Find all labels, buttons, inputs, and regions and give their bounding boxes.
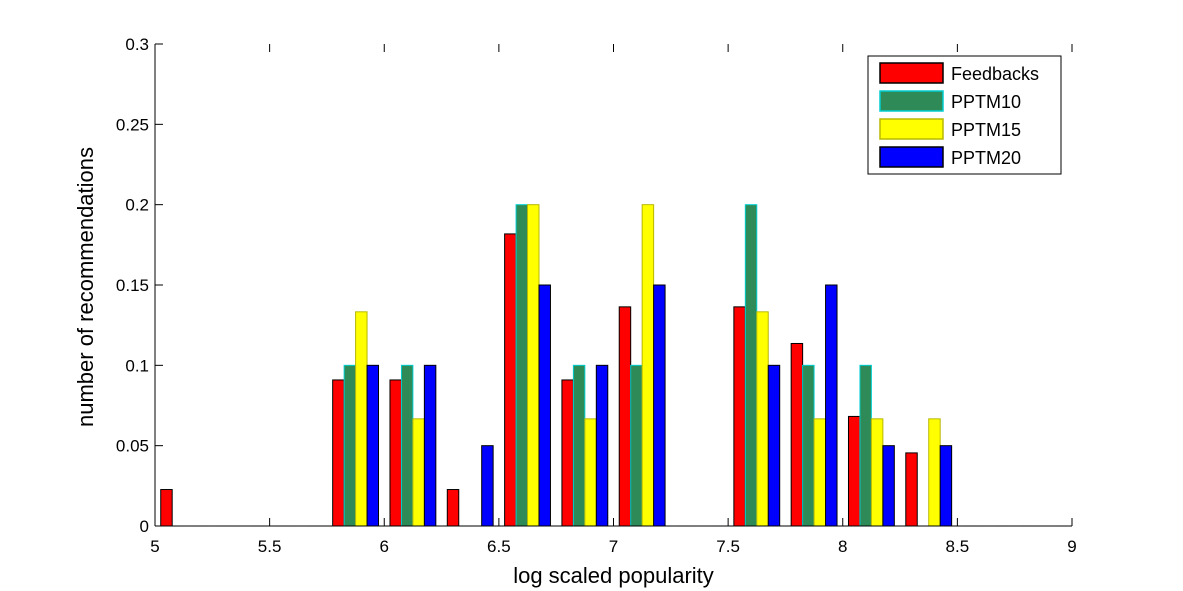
bar-pptm20-10 xyxy=(767,364,781,527)
y-tick-label-4: 0.2 xyxy=(125,196,149,215)
bar-feedbacks-12 xyxy=(847,415,861,527)
legend-swatch-feedbacks xyxy=(879,62,944,84)
legend-label-pptm15: PPTM15 xyxy=(951,120,1021,140)
y-tick-label-2: 0.1 xyxy=(125,356,149,375)
legend-swatch-pptm10 xyxy=(879,90,944,112)
bar-feedbacks-6 xyxy=(504,233,517,527)
x-tick-label-2: 6 xyxy=(380,537,389,556)
bar-pptm20-3 xyxy=(366,364,380,527)
bar-feedbacks-11 xyxy=(790,342,804,527)
bar-pptm10-4 xyxy=(400,364,414,527)
bar-pptm15-3 xyxy=(355,311,368,527)
bar-pptm15-11 xyxy=(813,418,827,527)
bar-pptm15-12 xyxy=(870,418,884,527)
x-tick-label-6: 8 xyxy=(838,537,847,556)
legend-label-pptm10: PPTM10 xyxy=(951,92,1021,112)
bar-pptm10-3 xyxy=(343,364,357,527)
bar-pptm20-13 xyxy=(939,445,953,527)
bar-pptm15-7 xyxy=(584,418,597,527)
bar-feedbacks-5 xyxy=(446,489,460,527)
x-tick-label-0: 5 xyxy=(150,537,159,556)
x-tick-label-1: 5.5 xyxy=(258,537,282,556)
bar-feedbacks-13 xyxy=(905,452,918,527)
legend-label-feedbacks: Feedbacks xyxy=(951,64,1039,84)
y-axis-title: number of recommendations xyxy=(73,147,98,427)
bar-feedbacks-10 xyxy=(733,306,746,527)
bar-pptm15-6 xyxy=(527,204,540,527)
bar-pptm15-13 xyxy=(928,418,941,527)
axes-layer: 5 5.5 6 6.5 7 7.5 8 8.5 9 0 0.05 0.1 0.15 0.2 0.25 0.3 xyxy=(116,35,1077,556)
x-tick-label-5: 7.5 xyxy=(716,537,740,556)
bar-pptm20-7 xyxy=(595,364,609,527)
y-tick-label-3: 0.15 xyxy=(116,276,149,295)
x-axis-title: log scaled popularity xyxy=(513,563,714,588)
legend-swatch-pptm20 xyxy=(879,146,944,168)
bar-pptm10-10 xyxy=(744,204,758,527)
bar-pptm20-12 xyxy=(882,445,895,527)
bar-pptm20-5 xyxy=(481,445,494,527)
y-tick-label-1: 0.05 xyxy=(116,437,149,456)
legend-label-pptm20: PPTM20 xyxy=(951,148,1021,168)
bar-feedbacks-8 xyxy=(618,306,632,527)
bar-pptm10-12 xyxy=(859,364,872,527)
bar-feedbacks-4 xyxy=(389,379,402,527)
bar-pptm15-8 xyxy=(641,204,655,527)
bar-pptm15-10 xyxy=(756,311,769,527)
y-tick-label-6: 0.3 xyxy=(125,35,149,54)
bar-feedbacks-7 xyxy=(561,379,574,527)
bar-pptm10-11 xyxy=(802,364,815,527)
bars-layer xyxy=(160,204,1067,527)
bar-pptm10-8 xyxy=(630,364,643,527)
bar-feedbacks-3 xyxy=(332,379,345,527)
bar-pptm20-4 xyxy=(423,364,437,527)
bar-pptm15-4 xyxy=(412,418,425,527)
bar-pptm10-6 xyxy=(515,204,529,527)
x-tick-label-7: 8.5 xyxy=(946,537,970,556)
bar-pptm20-6 xyxy=(538,284,551,527)
bar-feedbacks-0 xyxy=(160,489,173,527)
x-tick-label-8: 9 xyxy=(1067,537,1076,556)
x-tick-label-4: 7 xyxy=(609,537,618,556)
bar-pptm20-11 xyxy=(825,284,838,527)
y-tick-label-5: 0.25 xyxy=(116,115,149,134)
y-tick-label-0: 0 xyxy=(140,517,149,536)
bar-pptm10-7 xyxy=(572,364,586,527)
bar-pptm20-8 xyxy=(653,284,666,527)
x-tick-label-3: 6.5 xyxy=(487,537,511,556)
legend-swatch-pptm15 xyxy=(879,118,944,140)
legend: Feedbacks PPTM10 PPTM15 PPTM20 xyxy=(867,55,1062,175)
